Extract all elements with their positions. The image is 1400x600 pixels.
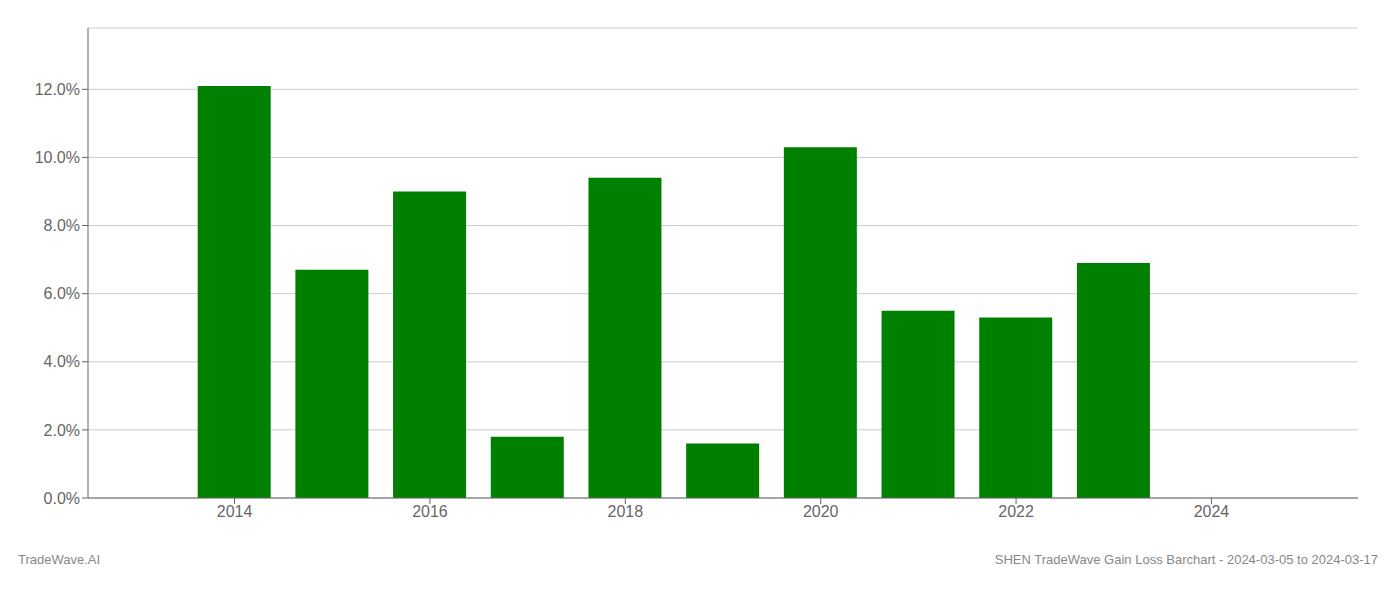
svg-text:4.0%: 4.0%: [44, 353, 80, 370]
html-text:TradeWave.AI: TradeWave.AI: [18, 552, 101, 567]
svg-text:2022: 2022: [998, 503, 1034, 520]
svg-text:2018: 2018: [608, 503, 644, 520]
svg-text:6.0%: 6.0%: [44, 285, 80, 302]
svg-text:12.0%: 12.0%: [35, 81, 80, 98]
svg-text:2024: 2024: [1194, 503, 1230, 520]
svg-text:2.0%: 2.0%: [44, 422, 80, 439]
svg-text:8.0%: 8.0%: [44, 217, 80, 234]
svg-text:2014: 2014: [217, 503, 253, 520]
html-text:SHEN TradeWave Gain Loss Barch: SHEN TradeWave Gain Loss Barchart - 2024…: [994, 552, 1378, 567]
svg-text:2020: 2020: [803, 503, 839, 520]
svg-text:10.0%: 10.0%: [35, 149, 80, 166]
svg-text:2016: 2016: [412, 503, 448, 520]
svg-text:0.0%: 0.0%: [44, 490, 80, 507]
